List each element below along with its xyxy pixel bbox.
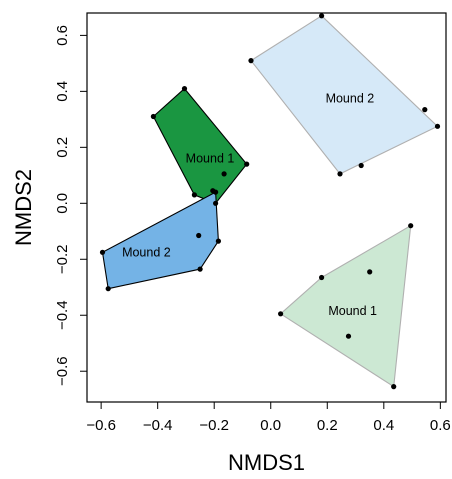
data-point (197, 266, 203, 272)
hull-label-1: Mound 1 (186, 152, 235, 166)
hull-label-layer: Mound 1 Mound 2 Mound 2 Mound 1 (122, 91, 377, 318)
y-tick-label: −0.6 (54, 356, 71, 386)
data-point (319, 274, 325, 281)
data-point (105, 286, 111, 292)
data-point (248, 58, 254, 64)
data-point (358, 162, 364, 169)
x-tick-label: −0.4 (143, 417, 173, 434)
data-point (213, 200, 219, 206)
data-point (221, 171, 227, 177)
y-tick-label: 0.2 (54, 137, 71, 158)
data-point (434, 123, 441, 129)
y-tick-label: −0.4 (54, 300, 71, 330)
y-axis-title: NMDS2 (11, 169, 36, 246)
data-point (181, 86, 188, 92)
data-point (213, 189, 219, 195)
x-tick-label: 0.2 (317, 417, 338, 434)
x-axis-title: NMDS1 (228, 450, 305, 475)
data-point (345, 333, 352, 339)
hull-polygon-2 (101, 191, 219, 290)
hull-layer (101, 15, 439, 388)
data-point (99, 249, 106, 255)
x-axis: −0.6 −0.4 −0.2 0.0 0.2 0.4 0.6 (86, 401, 451, 434)
x-tick-label: −0.6 (86, 417, 116, 434)
y-axis: −0.6 −0.4 −0.2 0.0 0.2 0.4 0.6 (54, 25, 88, 386)
data-point (408, 223, 414, 229)
x-tick-label: 0.4 (373, 417, 394, 434)
data-point (244, 161, 250, 167)
data-point (319, 13, 325, 19)
data-point (337, 171, 343, 177)
hull-label-4: Mound 1 (328, 304, 377, 318)
y-tick-label: 0.6 (54, 25, 71, 46)
hull-polygon-1 (152, 87, 248, 204)
data-point (150, 113, 156, 120)
data-point (367, 269, 373, 275)
y-tick-label: 0.0 (54, 193, 71, 214)
x-tick-label: −0.2 (199, 417, 229, 434)
data-point (422, 107, 428, 113)
hull-label-2: Mound 2 (122, 245, 171, 259)
data-point (215, 238, 221, 244)
y-tick-label: −0.2 (54, 244, 71, 274)
hull-label-3: Mound 2 (326, 91, 375, 105)
x-tick-label: 0.6 (430, 417, 451, 434)
y-tick-label: 0.4 (54, 81, 71, 102)
data-point (196, 232, 202, 239)
data-point (391, 384, 397, 390)
x-tick-label: 0.0 (260, 417, 281, 434)
data-point (191, 192, 197, 198)
data-point (278, 311, 284, 317)
point-layer (99, 13, 441, 390)
